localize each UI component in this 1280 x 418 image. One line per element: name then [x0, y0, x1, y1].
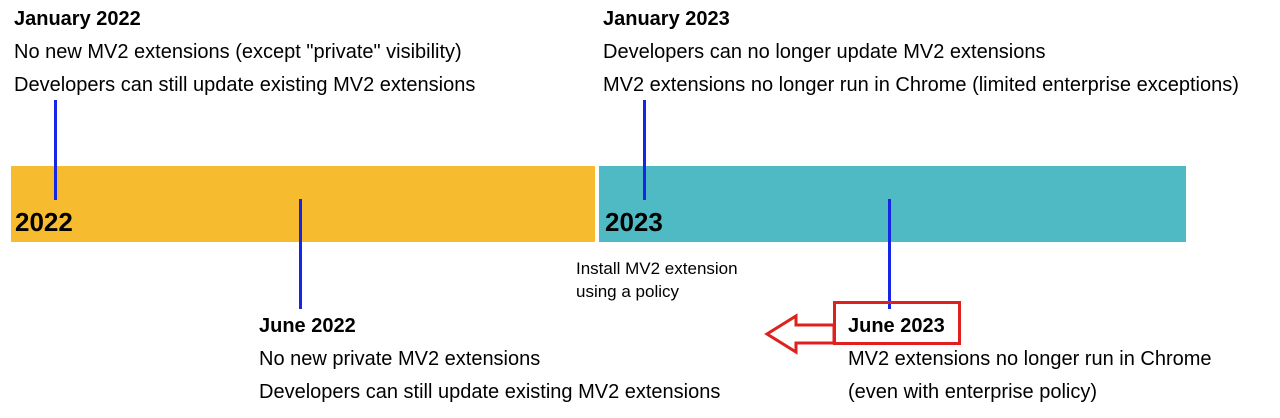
- tick-jun-2023: [888, 199, 891, 309]
- event-jun-2022: June 2022 No new private MV2 extensions …: [259, 314, 720, 404]
- event-line: No new private MV2 extensions: [259, 348, 541, 370]
- event-title: January 2023: [603, 8, 730, 30]
- tick-jan-2023: [643, 100, 646, 200]
- timeline-bar-2022: [11, 166, 595, 242]
- event-title: June 2022: [259, 315, 356, 337]
- event-jun-2023: June 2023 MV2 extensions no longer run i…: [848, 314, 1212, 404]
- year-label-2023: 2023: [605, 207, 663, 237]
- left-arrow-icon: [764, 313, 836, 355]
- event-line: Developers can still update existing MV2…: [14, 74, 476, 96]
- event-line: (even with enterprise policy): [848, 381, 1097, 403]
- tick-jan-2022: [54, 100, 57, 200]
- event-title: June 2023: [848, 315, 945, 337]
- tick-jun-2022: [299, 199, 302, 309]
- event-title: January 2022: [14, 8, 141, 30]
- event-line: MV2 extensions no longer run in Chrome: [848, 348, 1212, 370]
- event-line: No new MV2 extensions (except "private" …: [14, 41, 462, 63]
- highlight-box: [833, 301, 961, 345]
- year-label-2022: 2022: [15, 207, 73, 237]
- event-line: Developers can no longer update MV2 exte…: [603, 41, 1046, 63]
- timeline-bar-2023: [599, 166, 1186, 242]
- event-line: MV2 extensions no longer run in Chrome (…: [603, 74, 1239, 96]
- event-jan-2023: January 2023 Developers can no longer up…: [603, 7, 1239, 97]
- policy-annotation: Install MV2 extension using a policy: [576, 259, 738, 301]
- event-jan-2022: January 2022 No new MV2 extensions (exce…: [14, 7, 475, 97]
- event-line: Developers can still update existing MV2…: [259, 381, 721, 403]
